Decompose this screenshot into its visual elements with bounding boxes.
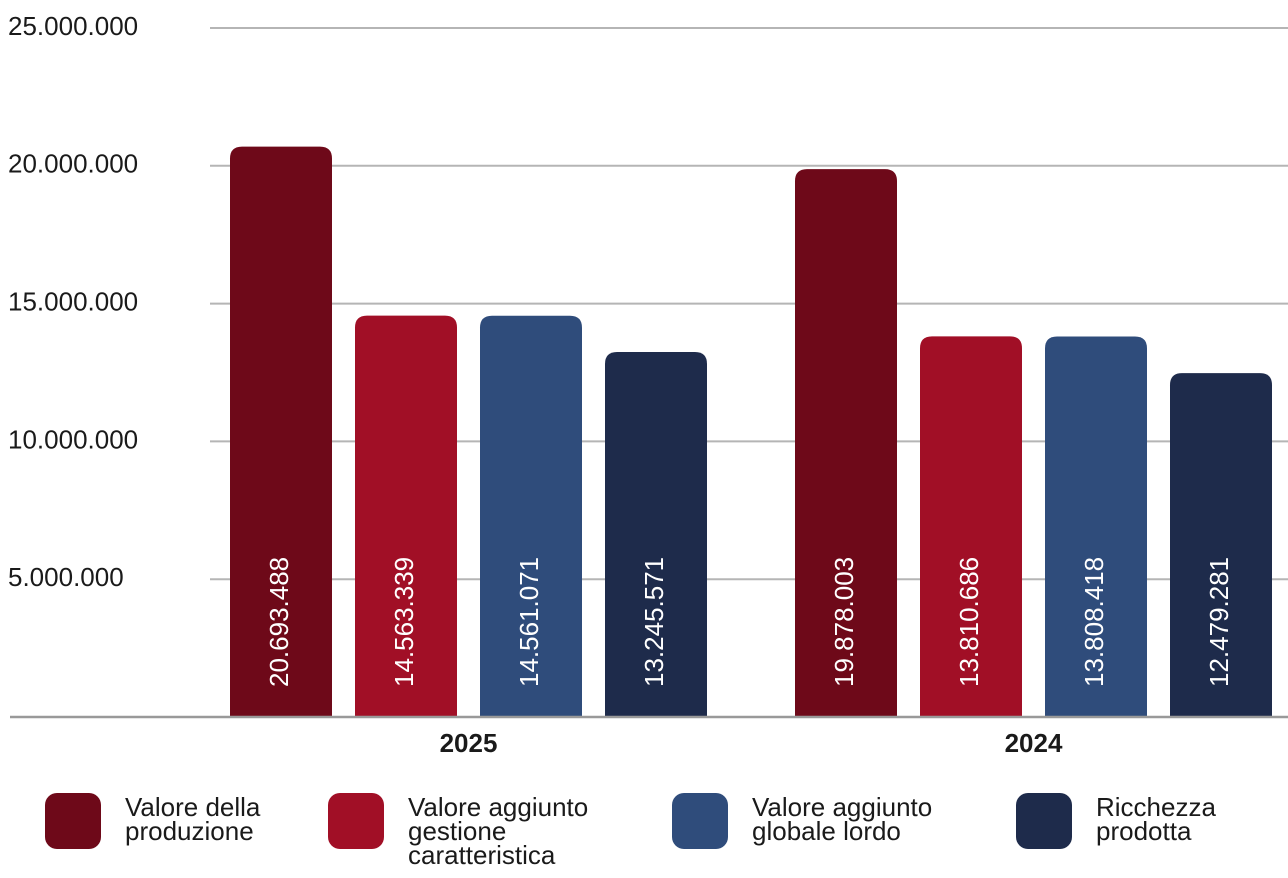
value-label: 12.479.281	[1204, 557, 1234, 687]
value-label: 13.810.686	[954, 557, 984, 687]
y-tick-label: 25.000.000	[8, 11, 138, 41]
legend-swatch	[328, 793, 384, 849]
bar	[355, 315, 457, 717]
bar	[480, 315, 582, 717]
legend-swatch	[45, 793, 101, 849]
legend-swatch	[672, 793, 728, 849]
legend-item: Valore aggiunto gestione caratteristica	[328, 792, 638, 870]
value-label: 14.561.071	[514, 557, 544, 687]
bar	[795, 169, 897, 717]
legend-label: Valore aggiunto gestione caratteristica	[408, 792, 589, 870]
bar	[920, 336, 1022, 717]
x-tick-label: 2024	[1005, 728, 1063, 758]
value-label: 20.693.488	[264, 557, 294, 687]
legend-label: Ricchezza prodotta	[1096, 792, 1216, 846]
y-tick-label: 10.000.000	[8, 424, 138, 454]
value-label: 19.878.003	[829, 557, 859, 687]
legend-label: Valore della produzione	[125, 792, 261, 846]
value-label: 14.563.339	[389, 557, 419, 687]
legend-item: Valore aggiunto globale lordo	[672, 793, 982, 849]
y-tick-label: 5.000.000	[8, 562, 124, 592]
bar	[605, 351, 707, 717]
value-label: 13.808.418	[1079, 557, 1109, 687]
legend-label: Valore aggiunto globale lordo	[752, 792, 933, 846]
chart: 5.000.000 10.000.000 15.000.000 20.000.000 2…	[8, 11, 1288, 758]
legend-item: Valore della produzione	[45, 793, 295, 849]
y-tick-label: 15.000.000	[8, 286, 138, 316]
value-label: 13.245.571	[639, 557, 669, 687]
bar	[1045, 336, 1147, 717]
x-tick-label: 2025	[440, 728, 498, 758]
y-tick-label: 20.000.000	[8, 149, 138, 179]
legend-swatch	[1016, 793, 1072, 849]
bar	[1170, 373, 1272, 717]
legend-item: Ricchezza prodotta	[1016, 793, 1256, 849]
bar	[230, 146, 332, 717]
